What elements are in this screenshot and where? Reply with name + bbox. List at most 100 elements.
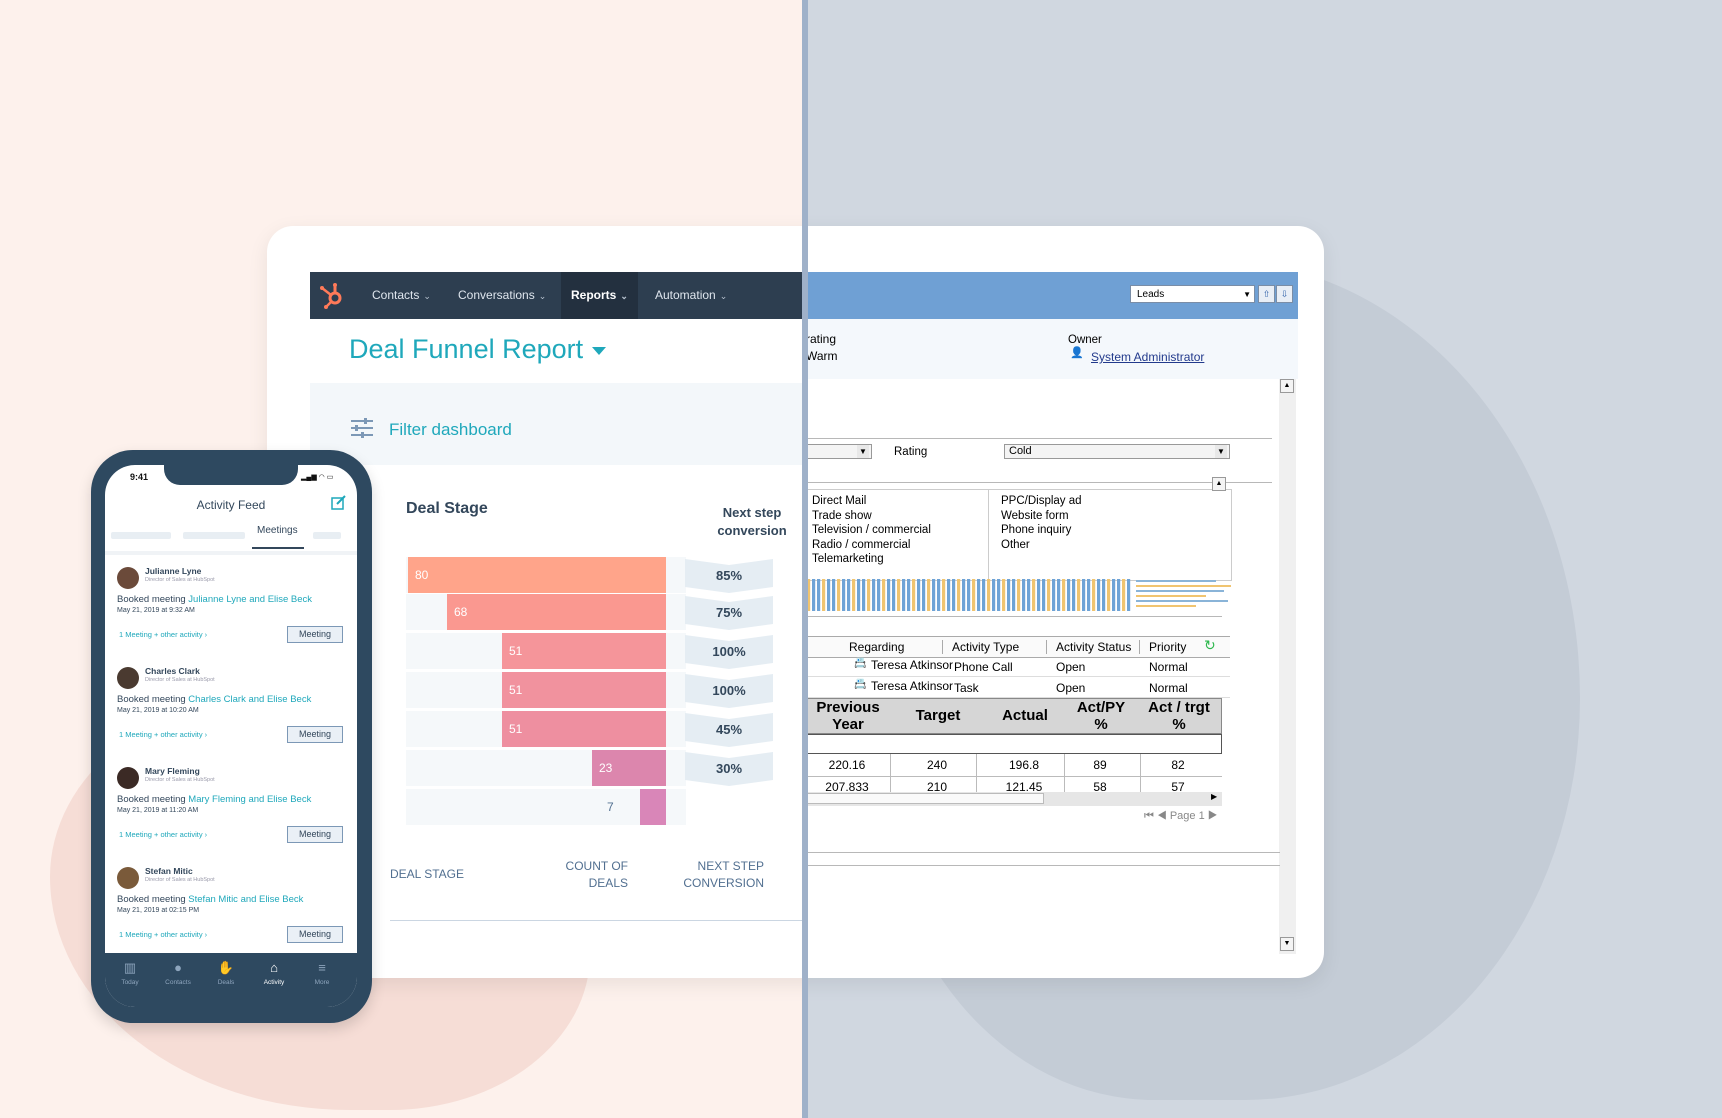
- kpi-cell: 240: [926, 758, 948, 772]
- up-arrow-button[interactable]: ⇧: [1258, 285, 1275, 303]
- tab-meetings[interactable]: Meetings: [257, 525, 298, 536]
- scroll-up-icon[interactable]: ▲: [1280, 379, 1294, 393]
- list-item[interactable]: Website form: [1001, 509, 1069, 522]
- booked-names[interactable]: Mary Fleming and Elise Beck: [188, 794, 312, 805]
- scroll-right-icon[interactable]: ▶: [1211, 792, 1218, 801]
- cell-regarding[interactable]: Teresa Atkinsor: [871, 658, 954, 672]
- funnel-bar[interactable]: 51: [502, 672, 666, 708]
- card-name[interactable]: Mary Fleming: [145, 766, 200, 776]
- col-activity-type[interactable]: Activity Type: [952, 640, 1020, 654]
- vertical-scrollbar[interactable]: [1279, 379, 1296, 954]
- conversion-chevron: [685, 752, 773, 786]
- table-row[interactable]: 📇 Teresa Atkinsor Task Open Normal: [802, 677, 1230, 698]
- card-booked-text: Booked meeting Stefan Mitic and Elise Be…: [117, 894, 303, 905]
- left-dropdown[interactable]: ▼: [802, 444, 872, 459]
- card-activity-link[interactable]: 1 Meeting + other activity ›: [119, 630, 207, 639]
- bottom-nav-activity[interactable]: ⌂ Activity: [249, 961, 299, 987]
- col-regarding[interactable]: Regarding: [849, 640, 905, 654]
- nav-contacts[interactable]: Contacts ⌄: [362, 272, 441, 319]
- nav-reports[interactable]: Reports ⌄: [561, 272, 638, 319]
- filter-sliders-icon[interactable]: [350, 417, 374, 439]
- card-activity-link[interactable]: 1 Meeting + other activity ›: [119, 930, 207, 939]
- tab-placeholder[interactable]: [183, 532, 245, 539]
- conversion-value: 45%: [715, 722, 743, 737]
- entity-select[interactable]: Leads ▼: [1130, 285, 1255, 303]
- sparkline-bar: [1012, 579, 1016, 611]
- card-name[interactable]: Stefan Mitic: [145, 866, 193, 876]
- list-item[interactable]: Direct Mail: [812, 495, 867, 507]
- meeting-button[interactable]: Meeting: [287, 626, 343, 643]
- list-scroll-up-icon[interactable]: ▲: [1212, 477, 1226, 491]
- meeting-button[interactable]: Meeting: [287, 926, 343, 943]
- col-priority[interactable]: Priority: [1149, 640, 1187, 654]
- list-item[interactable]: Telemarketing: [812, 553, 884, 565]
- list-item[interactable]: Radio / commercial: [812, 538, 911, 551]
- footer-next-step-label-1: NEXT STEP: [697, 859, 764, 873]
- list-item[interactable]: Television / commercial: [812, 524, 931, 536]
- table-row[interactable]: 📇 Teresa Atkinsor Phone Call Open Normal: [802, 656, 1230, 677]
- nav-automation[interactable]: Automation ⌄: [645, 272, 737, 319]
- nav-contacts-label: Contacts: [372, 288, 420, 302]
- meeting-button[interactable]: Meeting: [287, 726, 343, 743]
- dropdown-arrow-icon: ▼: [1243, 290, 1251, 299]
- cell-regarding[interactable]: Teresa Atkinsor: [871, 679, 954, 693]
- funnel-bar[interactable]: [640, 789, 666, 825]
- bottom-nav-today[interactable]: ▥ Today: [105, 961, 155, 987]
- funnel-bar[interactable]: 51: [502, 711, 666, 747]
- lead-source-listbox[interactable]: Direct Mail Trade show Television / commer…: [802, 489, 1232, 581]
- refresh-icon[interactable]: ↻: [1204, 637, 1216, 653]
- card-name[interactable]: Charles Clark: [145, 666, 200, 676]
- prev-page-icon[interactable]: ◀: [1156, 810, 1167, 822]
- card-activity-link[interactable]: 1 Meeting + other activity ›: [119, 730, 207, 739]
- bottom-nav-contacts[interactable]: ● Contacts: [153, 961, 203, 987]
- sparkline-bar: [977, 579, 981, 611]
- down-arrow-button[interactable]: ⇩: [1276, 285, 1293, 303]
- activity-card[interactable]: Charles Clark Director of Sales at HubSpo…: [105, 655, 357, 767]
- nav-conversations[interactable]: Conversations ⌄: [448, 272, 556, 319]
- list-item[interactable]: Trade show: [812, 509, 872, 522]
- tab-placeholder[interactable]: [313, 532, 341, 539]
- booked-names[interactable]: Charles Clark and Elise Beck: [188, 694, 312, 705]
- hubspot-logo-icon[interactable]: [318, 282, 346, 310]
- kpi-separator: [976, 754, 977, 776]
- bottom-nav-deals[interactable]: ✋ Deals: [201, 961, 251, 987]
- booked-names[interactable]: Stefan Mitic and Elise Beck: [188, 894, 304, 905]
- booked-names[interactable]: Julianne Lyne and Elise Beck: [188, 594, 313, 605]
- funnel-bar[interactable]: 68: [447, 594, 666, 630]
- conversion-value: 100%: [712, 644, 746, 659]
- meeting-button[interactable]: Meeting: [287, 826, 343, 843]
- card-activity-link[interactable]: 1 Meeting + other activity ›: [119, 830, 207, 839]
- funnel-bar[interactable]: 80: [408, 557, 666, 593]
- next-page-icon[interactable]: ▶: [1207, 810, 1218, 822]
- funnel-bar[interactable]: 51: [502, 633, 666, 669]
- card-name[interactable]: Julianne Lyne: [145, 566, 202, 576]
- col-activity-status[interactable]: Activity Status: [1056, 640, 1132, 654]
- activity-card[interactable]: Julianne Lyne Director of Sales at HubSpo…: [105, 555, 357, 667]
- sparkline-bar: [957, 579, 961, 611]
- card-booked-text: Booked meeting Julianne Lyne and Elise B…: [117, 594, 312, 605]
- report-title: Deal Funnel Report: [349, 334, 584, 364]
- list-item[interactable]: Other: [1001, 538, 1030, 551]
- tab-placeholder[interactable]: [111, 532, 171, 539]
- phone-screen: 9:41 ▂▄▆ ◠ ▭ Activity Feed Meetings Juli…: [105, 465, 357, 1007]
- activity-card[interactable]: Stefan Mitic Director of Sales at HubSpot…: [105, 855, 357, 967]
- rating-field-dropdown[interactable]: Cold ▼: [1004, 444, 1230, 459]
- activity-card[interactable]: Mary Fleming Director of Sales at HubSpot…: [105, 755, 357, 867]
- tabs-divider: [105, 551, 357, 555]
- scroll-down-icon[interactable]: ▼: [1280, 937, 1294, 951]
- list-item[interactable]: Phone inquiry: [1001, 524, 1072, 536]
- first-page-icon[interactable]: ⏮: [1144, 810, 1154, 822]
- bottom-nav-more[interactable]: ≡ More: [297, 961, 347, 987]
- filter-dashboard-button[interactable]: Filter dashboard: [389, 420, 512, 439]
- owner-link[interactable]: System Administrator: [1091, 350, 1205, 364]
- kpi-row[interactable]: 220.16 240 196.8 89 82: [802, 754, 1222, 777]
- compose-icon[interactable]: [331, 495, 346, 510]
- phone-bottom-nav: ▥ Today ● Contacts ✋ Deals ⌂ Activity ≡ More: [105, 953, 357, 1007]
- funnel-bar[interactable]: 23: [592, 750, 666, 786]
- report-title-caret-icon[interactable]: [592, 347, 606, 355]
- col-separator: [1046, 640, 1047, 654]
- scroll-thumb[interactable]: [804, 793, 1044, 804]
- sparkline-bar: [1087, 579, 1091, 611]
- horizontal-scrollbar[interactable]: ▶: [802, 792, 1222, 806]
- list-item[interactable]: PPC/Display ad: [1001, 495, 1082, 507]
